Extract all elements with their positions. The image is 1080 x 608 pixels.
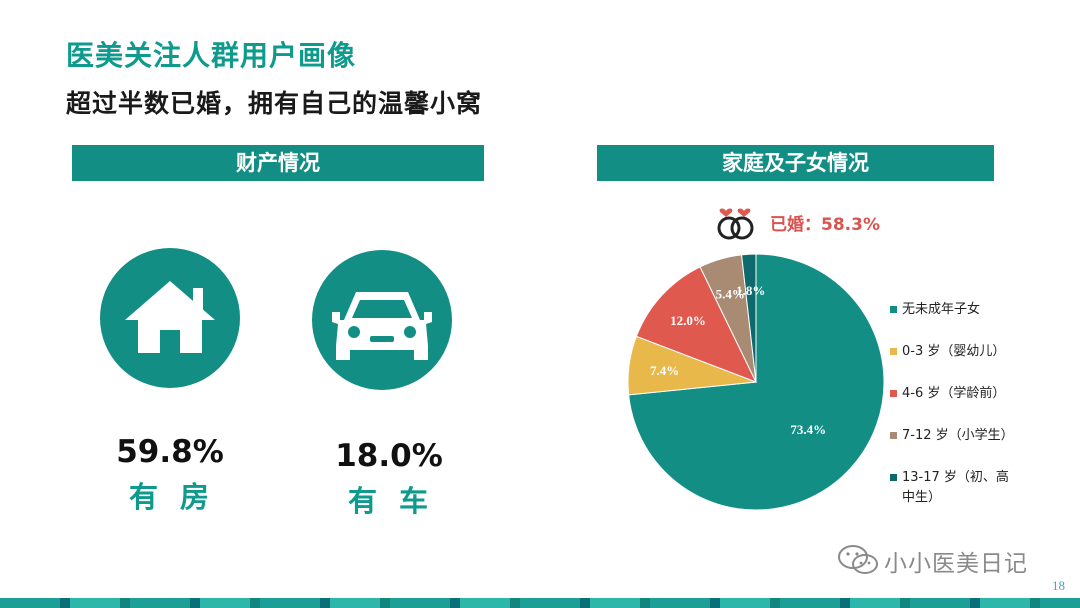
- rings-icon: [717, 208, 754, 240]
- legend-label: 7-12 岁（小学生）: [902, 428, 1014, 443]
- footer-stripe: [0, 598, 1080, 608]
- legend-label: 13-17 岁（初、高中生）: [902, 470, 1009, 505]
- car-label: 有车: [347, 484, 450, 518]
- section-header-assets: 财产情况: [72, 145, 484, 181]
- house-label: 有房: [128, 480, 231, 514]
- pie-slice-age-13-17: [741, 253, 757, 383]
- pie-label-age-0-3: 7.4%: [650, 363, 679, 378]
- page-number: 18: [1052, 578, 1065, 593]
- pie-label-age-7-12: 5.4%: [716, 286, 745, 301]
- legend-label: 4-6 岁（学龄前）: [902, 386, 1006, 401]
- wechat-icon: [838, 545, 878, 574]
- watermark-text: 小小医美日记: [884, 551, 1028, 577]
- legend-swatch: [890, 348, 897, 355]
- legend-item-age-0-3: 0-3 岁（婴幼儿）: [890, 342, 1020, 362]
- pie-label-no-minor-children: 73.4%: [790, 422, 826, 437]
- legend-item-age-13-17: 13-17 岁（初、高中生）: [890, 468, 1020, 508]
- pie-label-age-13-17: 1.8%: [736, 283, 765, 298]
- pie-slice-age-4-6: [635, 266, 758, 383]
- legend-label: 无未成年子女: [902, 302, 981, 317]
- house-percentage: 59.8%: [116, 434, 224, 470]
- legend-swatch: [890, 432, 897, 439]
- family-pie-chart: 73.4% 7.4% 12.0% 5.4%1.8%: [627, 253, 885, 511]
- section-header-family: 家庭及子女情况: [597, 145, 994, 181]
- chart-legend: 无未成年子女 0-3 岁（婴幼儿） 4-6 岁（学龄前） 7-12 岁（小学生） 13-…: [890, 300, 1020, 530]
- legend-swatch: [890, 474, 897, 481]
- legend-item-age-4-6: 4-6 岁（学龄前）: [890, 384, 1020, 404]
- pie-label-age-4-6: 12.0%: [670, 313, 706, 328]
- page-title: 医美关注人群用户画像: [66, 39, 357, 72]
- legend-item-no-minor-children: 无未成年子女: [890, 300, 1020, 320]
- car-percentage: 18.0%: [335, 438, 443, 474]
- page-subtitle: 超过半数已婚，拥有自己的温馨小窝: [66, 89, 483, 118]
- married-rate: 已婚：58.3%: [770, 215, 880, 235]
- car-icon: [312, 250, 452, 390]
- legend-label: 0-3 岁（婴幼儿）: [902, 344, 1006, 359]
- legend-item-age-7-12: 7-12 岁（小学生）: [890, 426, 1020, 446]
- legend-swatch: [890, 306, 897, 313]
- legend-swatch: [890, 390, 897, 397]
- house-icon: [100, 248, 240, 388]
